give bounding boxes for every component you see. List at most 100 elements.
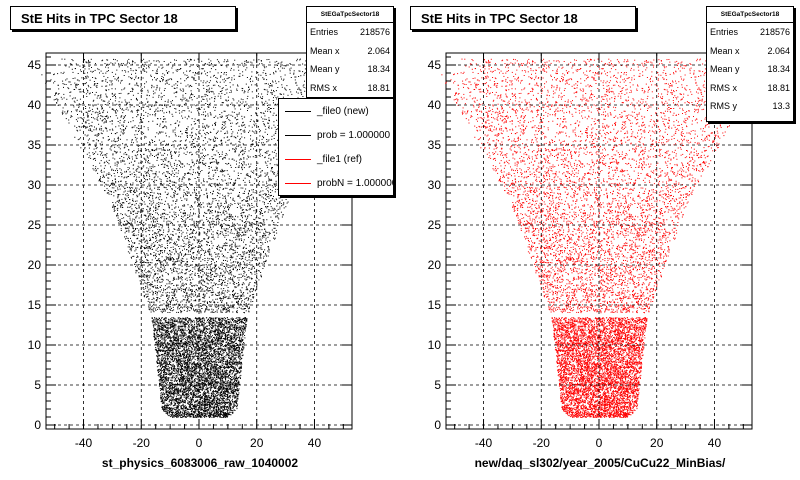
- hit-point: [221, 300, 223, 302]
- hit-point: [269, 85, 271, 87]
- hit-point: [158, 244, 160, 246]
- hit-point: [144, 148, 146, 150]
- hit-point: [165, 261, 167, 263]
- hit-point: [247, 215, 249, 217]
- hit-point: [242, 256, 244, 257]
- hit-point: [210, 367, 212, 369]
- hit-point: [175, 324, 177, 326]
- hit-point: [253, 210, 255, 212]
- hit-point: [232, 386, 234, 388]
- hit-point: [146, 283, 148, 285]
- hit-point: [84, 147, 86, 149]
- hit-point: [218, 220, 220, 222]
- hit-point: [55, 93, 56, 95]
- hit-point: [156, 306, 158, 308]
- left-chart-title: StE Hits in TPC Sector 18: [10, 6, 236, 30]
- hit-point: [142, 223, 144, 225]
- hit-point: [211, 373, 213, 375]
- hit-point: [213, 198, 215, 200]
- hit-point: [136, 99, 138, 101]
- hit-point: [211, 87, 213, 89]
- hit-point: [157, 187, 159, 189]
- hit-point: [188, 178, 190, 179]
- hit-point: [195, 181, 197, 183]
- hit-point: [166, 372, 168, 374]
- hit-point: [177, 260, 179, 262]
- hit-point: [104, 121, 106, 123]
- hit-point: [176, 345, 178, 346]
- hit-point: [172, 131, 174, 133]
- hit-point: [215, 69, 217, 71]
- hit-point: [253, 183, 255, 185]
- hit-point: [213, 416, 215, 418]
- hit-point: [189, 183, 191, 184]
- hit-point: [216, 160, 217, 162]
- hit-point: [218, 325, 220, 327]
- hit-point: [265, 254, 267, 256]
- hit-point: [185, 132, 186, 133]
- hit-point: [95, 127, 97, 129]
- hit-point: [70, 115, 72, 117]
- hit-point: [248, 269, 250, 271]
- hit-point: [236, 297, 238, 299]
- hit-point: [226, 401, 228, 403]
- hit-point: [200, 171, 201, 173]
- hit-point: [151, 243, 153, 245]
- hit-point: [188, 332, 190, 334]
- hit-point: [229, 320, 231, 322]
- hit-point: [123, 129, 125, 131]
- hit-point: [142, 181, 144, 183]
- hit-point: [170, 374, 172, 376]
- hit-point: [175, 354, 177, 356]
- hit-points: [41, 58, 354, 418]
- hit-point: [86, 114, 88, 116]
- hit-point: [118, 101, 120, 103]
- hit-point: [221, 376, 223, 378]
- hit-point: [191, 379, 193, 381]
- hit-point: [258, 239, 260, 241]
- hit-point: [161, 281, 163, 283]
- hit-point: [123, 220, 125, 222]
- hit-point: [115, 182, 117, 184]
- hit-point: [212, 390, 214, 392]
- hit-point: [135, 203, 137, 205]
- hit-point: [232, 378, 234, 380]
- hit-point: [195, 237, 197, 239]
- hit-point: [238, 153, 240, 155]
- hit-point: [162, 163, 164, 165]
- hit-point: [180, 245, 182, 247]
- hit-point: [191, 373, 193, 375]
- hit-point: [231, 122, 233, 124]
- hit-point: [191, 92, 192, 94]
- hit-point: [186, 279, 188, 281]
- hit-point: [222, 263, 224, 264]
- hit-point: [108, 70, 109, 72]
- hit-point: [84, 72, 86, 74]
- hit-point: [115, 185, 117, 187]
- hit-point: [103, 171, 105, 173]
- hit-point: [105, 93, 107, 95]
- hit-point: [241, 329, 243, 331]
- hit-point: [174, 217, 176, 219]
- hit-point: [230, 259, 231, 261]
- hit-point: [196, 153, 198, 155]
- hit-point: [138, 243, 140, 245]
- hit-point: [125, 115, 126, 117]
- hit-point: [266, 59, 268, 61]
- hit-point: [240, 214, 242, 216]
- hit-point: [156, 147, 158, 149]
- hit-point: [190, 303, 192, 305]
- hit-point: [143, 252, 145, 254]
- hit-point: [169, 238, 171, 239]
- hit-point: [215, 294, 217, 296]
- hit-point: [158, 206, 159, 208]
- hit-point: [223, 196, 225, 198]
- hit-point: [186, 356, 188, 357]
- hit-point: [251, 278, 253, 280]
- hit-point: [165, 126, 167, 128]
- hit-point: [220, 367, 221, 369]
- hit-point: [191, 86, 193, 87]
- hit-point: [195, 123, 197, 125]
- hit-point: [226, 296, 228, 298]
- hit-point: [258, 128, 260, 130]
